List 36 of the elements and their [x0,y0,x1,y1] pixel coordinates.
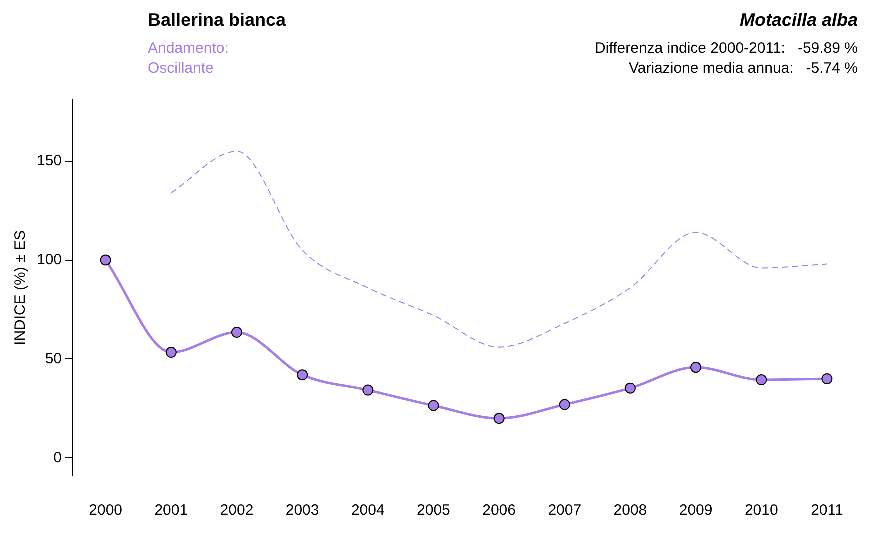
x-tick-label: 2007 [548,502,582,520]
y-tick-label: 0 [54,449,62,466]
text: Andamento: [148,40,229,57]
point [822,374,833,385]
y-tick-label: 100 [36,251,62,268]
point [297,370,308,381]
text: Oscillante [148,60,214,77]
point [756,374,768,386]
x-tick-label: 2010 [744,502,778,520]
point [231,327,242,338]
point [690,362,702,374]
x-tick-label: 2001 [154,502,188,520]
text: Differenza indice 2000-2011: -59.89 % [595,40,858,57]
chart-title: Ballerina bianca [148,10,286,31]
x-tick-label: 2004 [351,502,385,520]
x-tick-label: 2003 [286,502,320,520]
y-tick-label: 150 [36,152,62,170]
point [362,384,374,396]
x-tick-label: 2005 [417,502,450,520]
x-tick-label: 2000 [89,502,123,520]
x-tick-label: 2011 [811,502,844,520]
point [428,400,440,412]
chart-subtitle: Motacilla alba [740,10,858,31]
point [100,254,112,266]
x-tick-label: 2002 [220,502,254,520]
point [494,413,505,424]
text: Variazione media annua: -5.74 % [628,60,858,77]
x-tick-label: 2008 [614,502,648,520]
line-series [170,150,828,348]
y-axis-title: INDICE (%) ± ES [12,230,30,346]
point [559,399,570,410]
x-tick-label: 2006 [482,502,516,520]
x-tick-label: 2009 [679,502,713,520]
point [166,347,177,358]
y-tick-label: 50 [45,350,62,368]
point [624,382,636,394]
